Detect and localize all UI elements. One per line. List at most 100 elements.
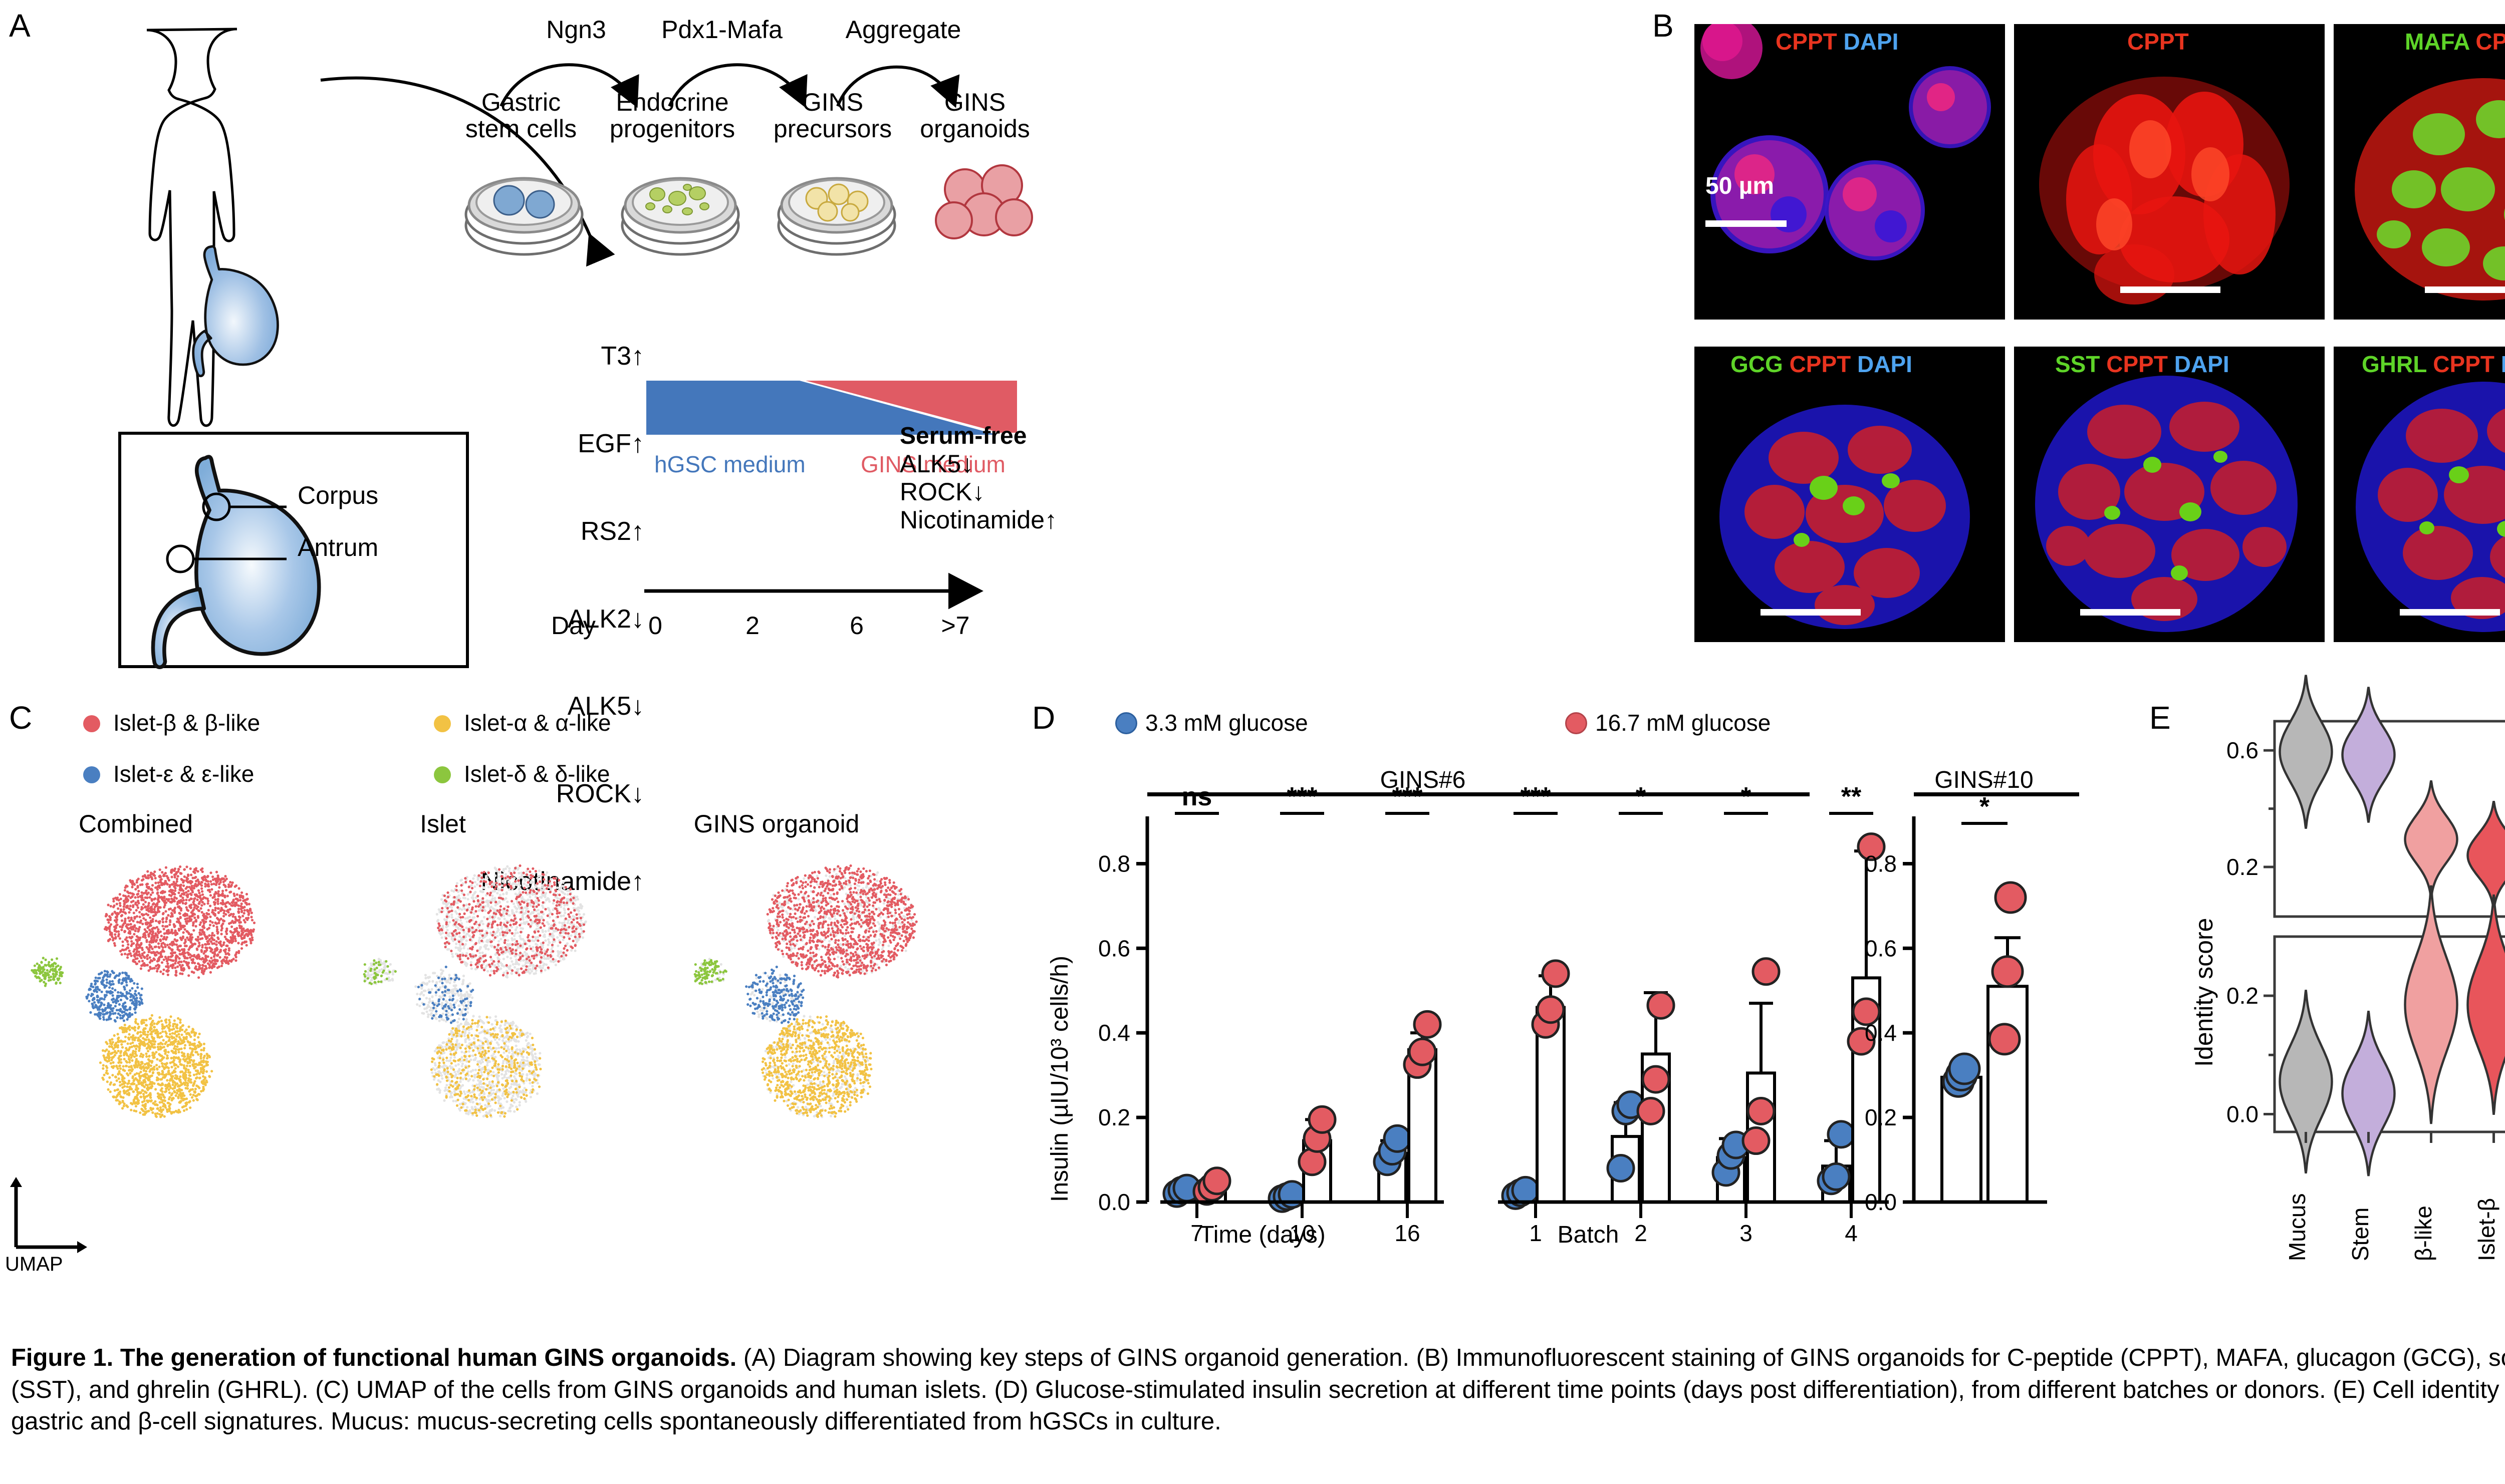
bar bbox=[1940, 1075, 1982, 1204]
violin-y-tick: 0.0 bbox=[2226, 1101, 2259, 1127]
chart-title-gins10: GINS#10 bbox=[1934, 767, 2034, 793]
identity-score-violin-plots: 0.2 0.6 0.0 0.2 bbox=[2226, 675, 2505, 1176]
gins10-ytick: 0.6 bbox=[1865, 935, 1897, 961]
umap-title-combined: Combined bbox=[79, 810, 193, 838]
panel-b-letter: B bbox=[1652, 8, 1674, 44]
umap-axis-arrows bbox=[10, 1177, 87, 1253]
timeline-tick-0: 0 bbox=[648, 612, 662, 640]
violin-axes-frame bbox=[2273, 720, 2505, 918]
data-point bbox=[1298, 1147, 1327, 1176]
organ-label-antrum: Antrum bbox=[298, 533, 379, 561]
legend-label-167mm: 16.7 mM glucose bbox=[1595, 710, 1771, 736]
panel-d-letter: D bbox=[1032, 700, 1056, 736]
serum-free-title: Serum-free bbox=[900, 423, 1027, 449]
scale-bar-label: 50 µm bbox=[1705, 173, 1775, 199]
if-label-sst-cppt-dapi: SST CPPT DAPI bbox=[2055, 351, 2229, 377]
gins10-ytick: 0.2 bbox=[1865, 1104, 1897, 1130]
if-label-mafa-cppt: MAFA CPPT bbox=[2405, 29, 2505, 55]
if-label-ghrl-cppt-dapi: GHRL CPPT DAPI bbox=[2362, 351, 2505, 377]
significance-marker: * bbox=[1636, 782, 1646, 811]
umap-axis-label: UMAP bbox=[5, 1253, 63, 1275]
gins6-ytick: 0.4 bbox=[1098, 1020, 1130, 1046]
x-tick-label: 7 bbox=[1190, 1220, 1203, 1246]
violin-shape bbox=[2279, 675, 2333, 829]
human-body-diagram bbox=[146, 28, 279, 427]
gins6-ytick: 0.0 bbox=[1098, 1189, 1130, 1215]
stage-transition-arrows bbox=[499, 63, 960, 108]
timeline-day-label: Day bbox=[551, 612, 596, 640]
umap-title-gins-organoid: GINS organoid bbox=[693, 810, 860, 838]
data-point bbox=[1991, 955, 2024, 988]
figure-caption-bold: Figure 1. The generation of functional h… bbox=[11, 1344, 737, 1371]
stomach-illustration bbox=[151, 455, 321, 669]
serum-free-rock: ROCK↓ bbox=[900, 477, 985, 506]
gins6-ytick: 0.8 bbox=[1098, 850, 1130, 876]
stage-title-gastric-stem-cells: Gastric stem cells bbox=[465, 88, 577, 143]
medium-transition-graphic bbox=[646, 381, 1017, 435]
if-tile-ghrl-cppt-dapi: GHRL CPPT DAPI bbox=[2334, 347, 2505, 642]
scale-bar-4 bbox=[1761, 609, 1861, 616]
gins6-ytick: 0.6 bbox=[1098, 935, 1130, 961]
data-point bbox=[1636, 1096, 1665, 1125]
legend-label-islet-epsilon: Islet-ε & ε-like bbox=[113, 761, 255, 787]
data-point bbox=[1948, 1052, 1981, 1085]
panel-e-letter: E bbox=[2149, 700, 2171, 736]
violin-xtick-stem: Stem bbox=[2347, 1207, 2373, 1261]
scale-bar-1 bbox=[1705, 220, 1787, 227]
data-point bbox=[1746, 1096, 1776, 1125]
violin-shape bbox=[2279, 990, 2333, 1173]
scale-bar-6 bbox=[2400, 609, 2500, 616]
serum-free-alk5: ALK5↓ bbox=[900, 449, 974, 478]
factor-t3: T3↑ bbox=[601, 342, 644, 371]
violin-shape bbox=[2341, 687, 2396, 823]
y-axis-title-identity-score: Identity score bbox=[2190, 918, 2218, 1067]
violin-xtick-mucus: Mucus bbox=[2284, 1193, 2310, 1261]
medium-label-gins: GINS medium bbox=[861, 451, 1006, 477]
umap-title-islet: Islet bbox=[420, 810, 466, 838]
bar bbox=[1986, 985, 2029, 1204]
timeline-tick-2: 2 bbox=[745, 612, 760, 640]
serum-free-block: Serum-free ALK5↓ ROCK↓ Nicotinamide↑ bbox=[900, 423, 1057, 534]
chart-title-gins6: GINS#6 bbox=[1380, 767, 1466, 793]
factor-rs2: RS2↑ bbox=[580, 516, 644, 546]
violin-shape bbox=[2466, 894, 2505, 1115]
serum-free-nicotinamide: Nicotinamide↑ bbox=[900, 505, 1058, 534]
stage-title-endocrine-progenitors: Endocrine progenitors bbox=[609, 88, 735, 143]
if-image-cppt bbox=[2014, 24, 2325, 320]
arrow-label-aggregate: Aggregate bbox=[845, 16, 961, 44]
data-point bbox=[1408, 1037, 1437, 1066]
factor-egf: EGF↑ bbox=[578, 429, 644, 459]
stage-title-gins-precursors: GINS precursors bbox=[773, 88, 892, 143]
significance-marker: * bbox=[1979, 792, 1990, 821]
panel-c: C Islet-β & β-like Islet-ε & ε-like Isle… bbox=[0, 696, 1032, 1332]
data-point bbox=[1536, 995, 1565, 1024]
stage-title-gins-organoids: GINS organoids bbox=[920, 88, 1030, 143]
legend-label-islet-delta: Islet-δ & δ-like bbox=[464, 761, 610, 787]
if-label-cppt-dapi: CPPT DAPI bbox=[1776, 29, 1899, 55]
if-tile-cppt: CPPT bbox=[2014, 24, 2325, 320]
if-label-cppt: CPPT bbox=[2127, 29, 2189, 55]
data-point bbox=[1852, 997, 1881, 1026]
data-point bbox=[1541, 959, 1570, 988]
if-tile-gcg-cppt-dapi: GCG CPPT DAPI bbox=[1694, 347, 2005, 642]
if-tile-mafa-cppt: MAFA CPPT bbox=[2334, 24, 2505, 320]
if-image-sst-cppt-dapi bbox=[2014, 347, 2325, 642]
data-point bbox=[1994, 881, 2027, 914]
significance-marker: *** bbox=[1392, 782, 1423, 811]
x-tick-label: 3 bbox=[1739, 1220, 1752, 1246]
gins10-ytick: 0.0 bbox=[1865, 1189, 1897, 1215]
legend-label-33mm: 3.3 mM glucose bbox=[1145, 710, 1308, 736]
data-point bbox=[1988, 1023, 2021, 1056]
x-tick-label: 16 bbox=[1394, 1220, 1420, 1246]
significance-marker: * bbox=[1741, 782, 1751, 811]
gins10-ytick: 0.8 bbox=[1865, 850, 1897, 876]
scale-bar-3 bbox=[2425, 286, 2505, 293]
if-image-mafa-cppt bbox=[2334, 24, 2505, 320]
violin-y-tick: 0.2 bbox=[2226, 854, 2259, 880]
data-point bbox=[1857, 832, 1886, 861]
panel-a-letter: A bbox=[9, 8, 31, 44]
x-tick-label: 10 bbox=[1289, 1220, 1315, 1246]
legend-label-islet-beta: Islet-β & β-like bbox=[113, 710, 261, 736]
data-point bbox=[1641, 1065, 1670, 1094]
scale-bar-2 bbox=[2120, 286, 2220, 293]
